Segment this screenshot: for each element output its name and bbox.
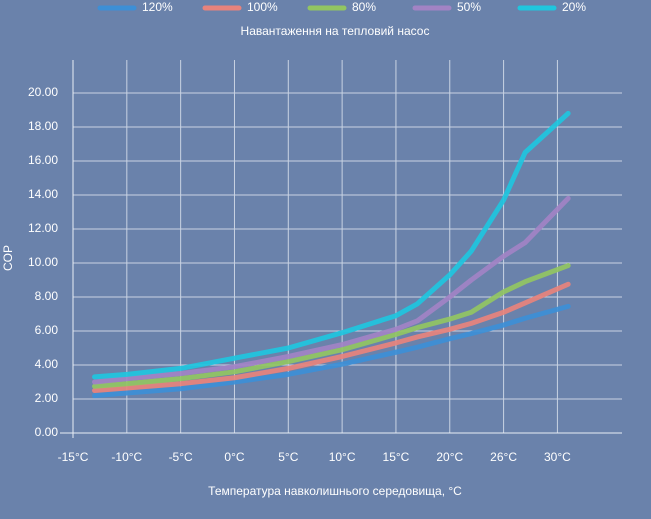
- y-axis-title: COP: [1, 245, 15, 271]
- series-line: [92, 110, 571, 380]
- y-tick-label: 8.00: [35, 289, 59, 303]
- y-tick-label: 4.00: [35, 357, 59, 371]
- x-tick-label: 20°C: [436, 450, 463, 464]
- series-line: [92, 263, 571, 389]
- legend-label: 100%: [247, 0, 278, 14]
- x-axis-title: Температура навколишнього середовища, °С: [208, 484, 462, 498]
- x-tick-label: 0°C: [224, 450, 244, 464]
- x-tick-label: 15°C: [383, 450, 410, 464]
- series-line: [92, 281, 571, 393]
- legend-label: 50%: [457, 0, 481, 14]
- x-tick-label: 26°C: [490, 450, 517, 464]
- x-tick-label: 30°C: [544, 450, 571, 464]
- x-tick-label: -15°C: [58, 450, 89, 464]
- x-tick-label: -10°C: [111, 450, 142, 464]
- y-tick-label: 6.00: [35, 323, 59, 337]
- y-tick-label: 16.00: [28, 153, 58, 167]
- legend-label: 120%: [142, 0, 173, 14]
- y-tick-label: 0.00: [35, 425, 59, 439]
- legend-label: 20%: [562, 0, 586, 14]
- y-tick-label: 18.00: [28, 119, 58, 133]
- y-tick-label: 20.00: [28, 85, 58, 99]
- y-tick-label: 2.00: [35, 391, 59, 405]
- series-line: [92, 195, 571, 385]
- legend-label: 80%: [352, 0, 376, 14]
- y-tick-label: 12.00: [28, 221, 58, 235]
- chart-subtitle: Навантаження на тепловий насос: [241, 24, 430, 38]
- x-tick-label: 10°C: [329, 450, 356, 464]
- series-line: [92, 303, 571, 399]
- x-tick-label: 5°C: [278, 450, 298, 464]
- y-tick-label: 10.00: [28, 255, 58, 269]
- x-tick-label: -5°C: [169, 450, 193, 464]
- y-tick-label: 14.00: [28, 187, 58, 201]
